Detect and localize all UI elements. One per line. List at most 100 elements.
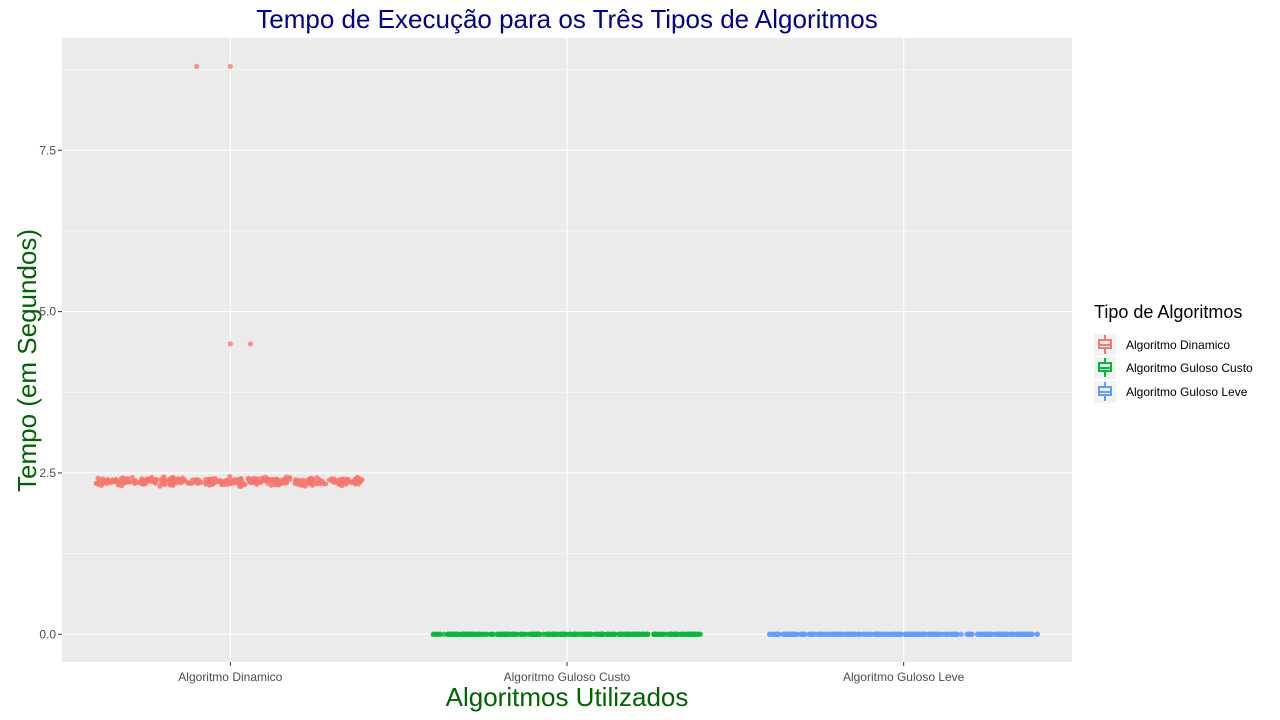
data-point xyxy=(157,483,163,489)
data-point xyxy=(181,476,187,483)
data-point xyxy=(897,631,904,637)
data-point xyxy=(336,481,342,487)
data-point xyxy=(954,631,960,637)
data-point xyxy=(995,631,1001,637)
outlier-point xyxy=(194,63,200,69)
data-point xyxy=(651,631,657,637)
data-point xyxy=(482,631,489,637)
data-point xyxy=(526,631,532,637)
data-point xyxy=(958,631,964,637)
data-point xyxy=(489,631,495,637)
data-point xyxy=(673,631,679,637)
legend: Tipo de Algoritmos Algoritmo Dinamico Al… xyxy=(1094,302,1253,404)
data-point xyxy=(203,476,209,483)
data-point xyxy=(873,631,879,637)
data-point xyxy=(517,631,523,637)
data-point xyxy=(1016,631,1022,637)
legend-label-dinamico: Algoritmo Dinamico xyxy=(1126,337,1231,352)
data-point xyxy=(933,631,940,637)
y-tick-label: 7.5 xyxy=(39,143,56,157)
data-point xyxy=(149,477,155,484)
legend-item-guloso-custo: Algoritmo Guloso Custo xyxy=(1094,357,1253,381)
data-point xyxy=(139,481,146,487)
data-point xyxy=(640,631,646,637)
data-point xyxy=(283,478,289,485)
data-point xyxy=(550,631,556,637)
data-point xyxy=(623,631,630,637)
data-point xyxy=(296,481,302,488)
data-point xyxy=(567,631,573,637)
y-tick-label: 5.0 xyxy=(39,305,56,319)
data-point xyxy=(867,631,874,637)
data-point xyxy=(605,631,611,637)
x-tick-label: Algoritmo Guloso Custo xyxy=(504,670,631,684)
data-point xyxy=(660,631,667,637)
data-point xyxy=(317,477,323,483)
data-point xyxy=(245,475,252,481)
data-point xyxy=(563,631,570,637)
data-point xyxy=(238,483,244,489)
data-point xyxy=(632,631,638,637)
data-point xyxy=(317,481,323,487)
data-point xyxy=(192,479,198,486)
data-point xyxy=(494,631,500,637)
data-point xyxy=(153,477,159,484)
data-point xyxy=(831,631,837,637)
data-point xyxy=(914,631,920,637)
data-point xyxy=(257,479,263,485)
data-point xyxy=(1002,631,1009,637)
data-point xyxy=(619,631,625,637)
data-point xyxy=(540,631,547,637)
data-point xyxy=(127,479,133,485)
x-tick-label: Algoritmo Dinamico xyxy=(178,670,282,684)
legend-key-dinamico xyxy=(1094,333,1116,356)
outlier-point xyxy=(227,341,233,347)
data-point xyxy=(460,631,466,637)
chart-title: Tempo de Execução para os Três Tipos de … xyxy=(256,4,878,34)
data-point xyxy=(162,481,168,487)
data-point xyxy=(886,631,892,637)
data-point xyxy=(185,479,191,486)
data-point xyxy=(577,631,583,637)
data-point xyxy=(337,476,343,482)
data-point xyxy=(448,631,454,637)
y-tick-label: 0.0 xyxy=(39,627,56,641)
data-point xyxy=(980,631,986,637)
data-point xyxy=(308,480,315,487)
legend-label-guloso-leve: Algoritmo Guloso Leve xyxy=(1126,384,1248,399)
data-point xyxy=(454,631,460,637)
data-point xyxy=(209,481,215,487)
data-point xyxy=(1034,631,1041,637)
legend-label-guloso-custo: Algoritmo Guloso Custo xyxy=(1126,361,1253,376)
data-point xyxy=(464,631,470,637)
data-point xyxy=(499,631,505,637)
data-point xyxy=(177,480,184,486)
data-point xyxy=(909,631,916,637)
data-point xyxy=(212,476,218,482)
x-axis-title: Algoritmos Utilizados xyxy=(445,682,689,712)
y-tick-label: 2.5 xyxy=(39,466,56,480)
data-point xyxy=(227,474,233,480)
data-point xyxy=(224,481,230,487)
data-point xyxy=(558,631,564,637)
data-point xyxy=(782,631,788,637)
data-point xyxy=(143,477,149,483)
data-point xyxy=(512,631,518,637)
data-point xyxy=(821,631,827,637)
x-tick-label: Algoritmo Guloso Leve xyxy=(843,670,965,684)
data-point xyxy=(847,631,853,637)
data-point xyxy=(974,631,980,637)
data-point xyxy=(810,631,816,637)
data-point xyxy=(175,476,181,482)
data-point xyxy=(231,480,238,486)
data-point xyxy=(326,477,333,483)
data-point xyxy=(797,631,803,637)
data-point xyxy=(196,480,203,486)
data-point xyxy=(114,479,120,485)
data-point xyxy=(1008,631,1014,637)
data-point xyxy=(928,631,935,637)
data-point xyxy=(906,631,912,637)
data-point xyxy=(766,631,773,637)
data-point xyxy=(572,631,578,637)
